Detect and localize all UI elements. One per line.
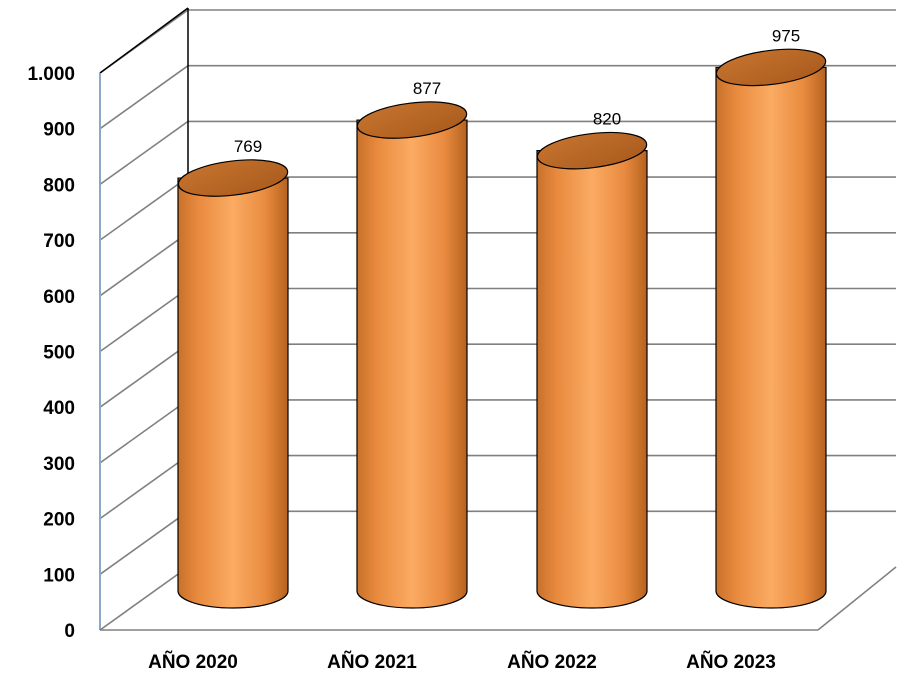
gridline-side [99, 287, 189, 353]
data-label: 820 [593, 110, 621, 129]
y-tick-label: 1.000 [27, 64, 75, 85]
gridline-side [99, 343, 189, 408]
bar-top [356, 101, 468, 139]
x-tick-label: AÑO 2021 [327, 651, 417, 673]
data-label: 769 [234, 137, 262, 156]
side-wall-top-edge [99, 7, 189, 74]
y-tick-label: 500 [43, 343, 75, 364]
bar-top [715, 48, 827, 87]
bar-body [356, 119, 468, 609]
bar-layer [177, 48, 827, 609]
data-label: 975 [772, 26, 800, 45]
floor-right-edge [817, 566, 897, 631]
bar-body [715, 66, 827, 609]
bar-2 [356, 101, 468, 609]
gridline-side [99, 176, 189, 241]
y-tick-label: 0 [64, 621, 75, 642]
floor-left-edge [99, 566, 189, 631]
y-tick-label: 200 [43, 510, 75, 531]
bar-body [536, 150, 648, 609]
x-tick-label: AÑO 2020 [148, 651, 238, 673]
y-tick-label: 700 [43, 231, 75, 252]
y-tick-label: 800 [43, 175, 75, 196]
y-tick-label: 400 [43, 398, 75, 419]
gridline-side [99, 454, 189, 520]
x-tick-label: AÑO 2022 [507, 651, 597, 673]
bar-body [177, 177, 289, 609]
bar-3 [536, 131, 648, 609]
x-tick-label: AÑO 2023 [686, 651, 776, 673]
gridline-side [99, 120, 189, 186]
y-tick-label: 300 [43, 454, 75, 475]
gridline-side [99, 399, 189, 464]
gridline-side [99, 65, 189, 130]
bar-1 [177, 159, 289, 609]
data-label: 877 [413, 79, 441, 98]
bar-top [536, 131, 648, 170]
gridline-side [99, 232, 189, 297]
bar-top [177, 159, 289, 197]
y-tick-label: 900 [43, 120, 75, 141]
y-tick-label: 600 [43, 287, 75, 308]
label-layer: 0 100 200 300 400 500 600 700 800 900 1.000 769 AÑO … [27, 26, 800, 673]
y-tick-label: 100 [43, 565, 75, 586]
bar-4 [715, 48, 827, 609]
gridline-side [99, 510, 189, 575]
